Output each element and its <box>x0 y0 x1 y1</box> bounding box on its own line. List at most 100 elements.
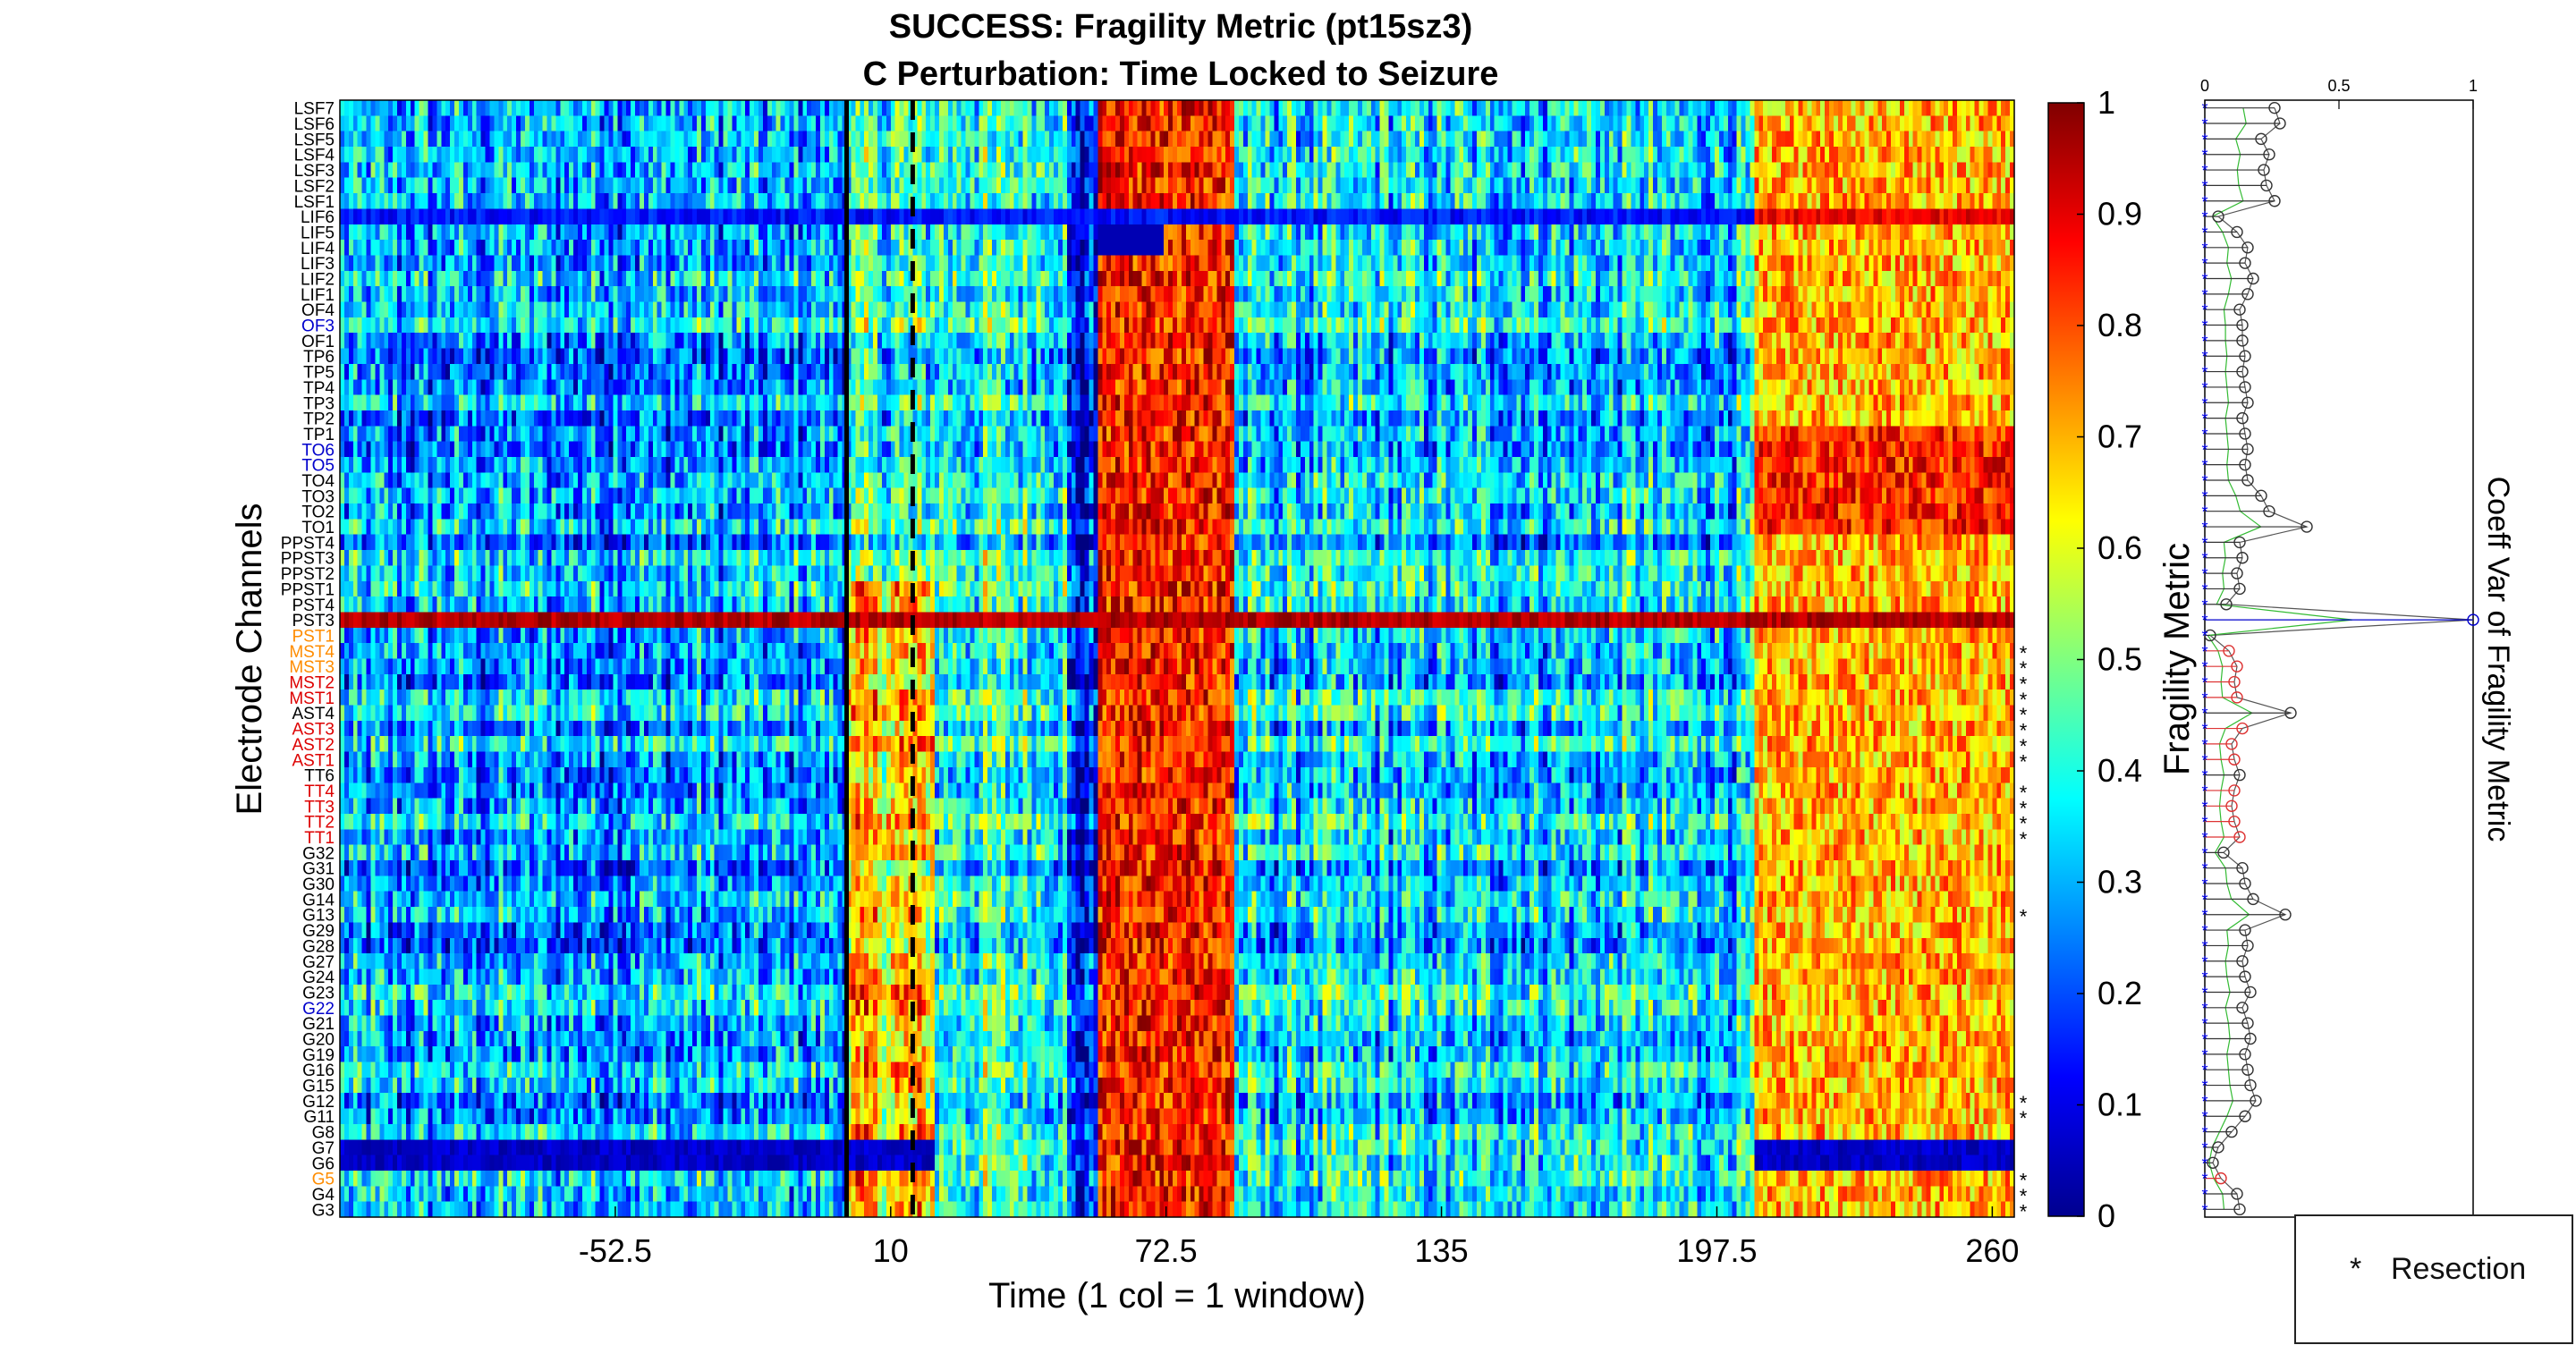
cv-marker <box>2239 381 2251 393</box>
cv-x-tick-label: 0.5 <box>2327 77 2350 95</box>
channel-label: TO6 <box>301 441 335 460</box>
cv-baseline-star: * <box>2201 922 2207 940</box>
channel-label: LIF6 <box>301 208 335 227</box>
cv-marker <box>2467 613 2479 626</box>
cv-marker <box>2228 675 2241 689</box>
cv-baseline-star: * <box>2201 1108 2207 1126</box>
cv-baseline-star: * <box>2201 1078 2207 1095</box>
cv-marker <box>2241 241 2254 254</box>
cv-marker <box>2241 474 2254 486</box>
channel-label: G12 <box>302 1093 335 1112</box>
cv-baseline-star: * <box>2201 177 2207 195</box>
channel-label: TT1 <box>304 829 335 848</box>
time-markers <box>844 100 915 1217</box>
channel-label: TP3 <box>303 394 335 413</box>
colorbar-ticks: 0 0.1 0.2 0.3 0.4 0.5 0.6 0.7 0.8 0.9 1 <box>2077 84 2142 1234</box>
cv-marker <box>2231 660 2243 672</box>
cv-marker <box>2279 909 2292 921</box>
cv-marker <box>2236 1002 2249 1014</box>
channel-label: MST1 <box>289 689 335 708</box>
channel-label: G23 <box>302 984 335 1002</box>
resection-star: * <box>2020 720 2028 742</box>
cv-marker <box>2244 1079 2257 1092</box>
channel-label: G5 <box>312 1171 335 1189</box>
channel-label: G30 <box>302 876 335 894</box>
colorbar-tick-label: 0.7 <box>2097 419 2142 455</box>
resection-star: * <box>2020 689 2028 711</box>
heatmap-cells <box>340 100 2014 1217</box>
cv-marker <box>2215 1172 2227 1185</box>
channel-label: G14 <box>302 891 335 909</box>
x-axis-label: Time (1 col = 1 window) <box>988 1276 1366 1315</box>
resection-star: * <box>2020 735 2028 757</box>
channel-label: G8 <box>312 1124 335 1143</box>
resection-star: * <box>2020 1185 2028 1207</box>
channel-label: G11 <box>303 1108 335 1127</box>
cv-marker <box>2231 567 2243 579</box>
cv-baseline-star: * <box>2201 736 2207 754</box>
cv-baseline-star: * <box>2201 426 2207 444</box>
cv-marker <box>2263 505 2275 518</box>
cv-x-ticks: 0 0.5 1 <box>2200 77 2478 109</box>
channel-label: PST1 <box>292 627 335 646</box>
cv-marker <box>2231 691 2243 704</box>
cv-marker <box>2239 877 2251 890</box>
chart-title: SUCCESS: Fragility Metric (pt15sz3) <box>889 8 1472 46</box>
channel-label: G6 <box>312 1155 335 1173</box>
channel-label: G13 <box>302 907 335 926</box>
channel-label: MST4 <box>289 643 335 662</box>
cv-baseline-star: * <box>2201 782 2207 800</box>
colorbar-label: Fragility Metric <box>2157 543 2197 775</box>
channel-label: OF3 <box>301 317 335 336</box>
channel-label: TO5 <box>301 457 335 476</box>
channel-label: G16 <box>302 1062 335 1080</box>
cv-baseline-star: * <box>2201 891 2207 909</box>
colorbar-tick-label: 0 <box>2097 1197 2115 1234</box>
colorbar-tick-label: 0.5 <box>2097 641 2142 678</box>
cv-baseline-star: * <box>2201 1155 2207 1172</box>
cv-baseline-star: * <box>2201 1015 2207 1033</box>
x-tick-label: 10 <box>873 1232 909 1269</box>
x-tick-label: 197.5 <box>1676 1232 1757 1269</box>
cv-marker <box>2233 536 2246 549</box>
cv-baseline-star: * <box>2201 937 2207 955</box>
cv-marker <box>2204 629 2216 642</box>
channel-label: LIF4 <box>301 240 335 258</box>
cv-baseline-star: * <box>2201 410 2207 428</box>
cv-baseline-star: * <box>2201 907 2207 925</box>
cv-panel-frame <box>2204 99 2474 1218</box>
channel-label: LSF7 <box>294 100 335 119</box>
colorbar-tick-label: 0.9 <box>2097 196 2142 233</box>
channel-label: G15 <box>302 1078 335 1096</box>
cv-marker <box>2236 334 2249 347</box>
cv-baseline-star: * <box>2201 348 2207 366</box>
cv-baseline-star: * <box>2201 550 2207 568</box>
heatmap <box>340 100 2014 1217</box>
cv-baseline-star: * <box>2201 1000 2207 1018</box>
cv-baseline-star: * <box>2201 255 2207 273</box>
cv-baseline-star: * <box>2201 658 2207 676</box>
resection-star: * <box>2020 704 2028 726</box>
cv-baseline-star: * <box>2201 1124 2207 1142</box>
x-tick-label: 72.5 <box>1135 1232 1198 1269</box>
chart-subtitle: C Perturbation: Time Locked to Seizure <box>863 55 1499 93</box>
channel-label: AST4 <box>292 705 335 723</box>
channel-label: G3 <box>312 1201 335 1220</box>
cv-marker <box>2263 148 2275 161</box>
cv-marker <box>2247 892 2259 906</box>
colorbar <box>2047 102 2085 1217</box>
cv-baseline-star: * <box>2201 674 2207 692</box>
cv-marker <box>2236 365 2249 378</box>
channel-label: PPST2 <box>281 565 335 584</box>
channel-label: LSF4 <box>294 147 335 165</box>
resection-star: * <box>2020 1170 2028 1192</box>
resection-star: * <box>2020 906 2028 928</box>
resection-star: * <box>2020 750 2028 773</box>
cv-marker <box>2241 443 2254 456</box>
resection-star: * <box>2020 1107 2028 1129</box>
channel-label: TO1 <box>301 519 335 537</box>
cv-baseline-star: * <box>2201 441 2207 459</box>
channel-label: G4 <box>312 1186 335 1205</box>
cv-marker <box>2241 939 2254 952</box>
channel-label: G20 <box>302 1031 335 1050</box>
